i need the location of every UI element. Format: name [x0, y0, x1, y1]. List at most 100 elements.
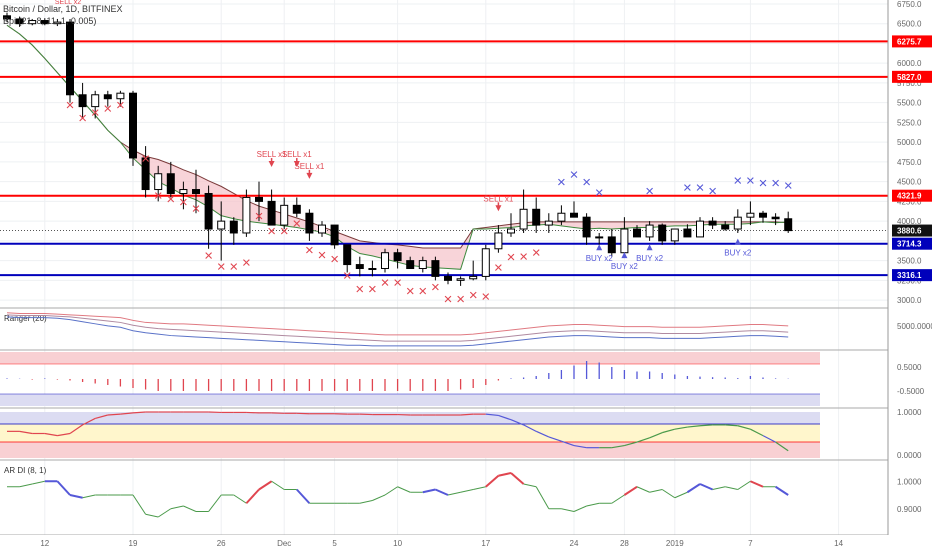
ardi-line-segment — [422, 488, 436, 494]
level-price-text: 4321.9 — [897, 192, 922, 201]
tdi-line-segment — [44, 432, 58, 437]
candle — [217, 201, 226, 261]
candle-body — [595, 236, 604, 239]
candle — [544, 213, 553, 233]
sell-cross-marker: × — [305, 242, 314, 259]
time-axis[interactable]: 12 19 26 Dec 5 10 17 24 28 2019 7 14 — [0, 535, 888, 550]
last-price-text: 3880.6 — [897, 227, 922, 236]
ardi-tick-label: 0.9000 — [897, 505, 922, 514]
tdi-line-segment — [687, 425, 701, 428]
candle — [28, 18, 37, 26]
sell-cross-marker: × — [418, 283, 427, 300]
candle-body — [494, 232, 503, 250]
candle-body — [242, 196, 251, 234]
buy-cross-marker: × — [708, 183, 717, 200]
candle — [141, 146, 150, 198]
sell-cross-marker: × — [192, 200, 201, 217]
indicator-title: Bpi (21, 8, 11, 1, 0.005) — [3, 16, 96, 26]
candle — [204, 185, 213, 249]
sell-cross-marker: × — [66, 97, 75, 114]
sell-cross-marker: × — [103, 101, 112, 118]
ardi-line-segment — [460, 489, 474, 493]
tdi-line-segment — [662, 428, 675, 434]
buy-signal-label: BUY x2 — [636, 254, 664, 263]
candle-body — [129, 92, 137, 159]
candle-body — [582, 216, 591, 238]
candle-body — [658, 224, 667, 242]
sell-cross-marker: × — [242, 255, 251, 272]
buy-arrow-icon — [596, 244, 603, 251]
sell-cross-marker: × — [229, 259, 238, 276]
sell-cross-marker: × — [355, 281, 364, 298]
ardi-line-segment — [725, 486, 738, 490]
tdi-line-segment — [573, 444, 587, 449]
candle — [103, 90, 112, 107]
sell-signal-label: SELL x1 — [282, 150, 312, 159]
level-price-tag — [892, 269, 932, 282]
ardi-line-segment — [296, 488, 311, 504]
candle-body — [3, 15, 11, 20]
sell-arrow-icon — [306, 172, 313, 179]
candle-body — [204, 192, 213, 230]
candle-body — [318, 224, 326, 234]
sell-cross-marker: × — [368, 281, 377, 298]
tdi-line-segment — [624, 441, 638, 447]
price-axis[interactable]: 6750.06500.06250.06000.05750.05500.05250… — [887, 0, 932, 550]
candle-body — [343, 244, 352, 266]
sell-cross-marker: × — [532, 244, 541, 261]
candle — [683, 224, 692, 238]
cloud-top-line — [6, 24, 789, 249]
candle — [406, 256, 415, 270]
tdi-bottom-band — [0, 442, 820, 458]
sell-signal-label: SELL x2 — [55, 0, 81, 6]
sell-signal-label: SELL x1 — [483, 194, 513, 203]
ardi-line-segment — [636, 486, 650, 493]
buy-cross-marker: × — [595, 184, 604, 201]
ranger-line — [6, 314, 789, 342]
ardi-line-segment — [498, 472, 512, 477]
price-tick-label: 4000.0 — [897, 217, 922, 226]
candle-body — [645, 224, 654, 238]
candle — [3, 12, 11, 23]
tdi-line-segment — [775, 441, 789, 452]
candle — [40, 18, 49, 26]
candle — [91, 90, 100, 119]
ardi-line-segment — [447, 491, 461, 496]
candle — [570, 201, 578, 218]
tdi-line-segment — [535, 430, 550, 438]
tdi-line-segment — [460, 413, 474, 416]
price-tick-label: 4250.0 — [897, 197, 922, 206]
ardi-line-segment — [271, 480, 285, 490]
price-pane[interactable]: ×× × × ××× × × ××× × ××× × ×× × ××× × × ×× × ×× × × ××× × ×× × ×… — [0, 0, 888, 308]
candle-body — [633, 228, 641, 238]
candle — [784, 211, 793, 233]
tdi-line-segment — [120, 412, 134, 415]
time-tick-label: 17 — [481, 539, 490, 548]
candle-body — [305, 212, 314, 234]
sell-cross-marker: × — [507, 249, 516, 266]
candle-body — [708, 220, 717, 226]
ardi-line-segment — [586, 502, 600, 507]
price-tick-label: 3000.0 — [897, 296, 922, 305]
time-tick-label: 28 — [620, 539, 629, 548]
candle — [129, 90, 137, 166]
buy-arrow-icon — [646, 244, 653, 251]
sell-cross-marker: × — [204, 248, 213, 265]
ardi-line-segment — [397, 486, 411, 493]
ardi-line-segment — [674, 491, 688, 499]
ardi-line-segment — [485, 474, 500, 488]
indicator-panes[interactable]: Ranger (20)MSI (10)TDI (13, 21)AR DI (8,… — [0, 307, 932, 536]
ardi-line-segment — [523, 483, 537, 488]
tdi-line-segment — [57, 432, 71, 437]
tdi-line-segment — [510, 419, 524, 426]
time-axis-bg — [0, 535, 888, 550]
candle — [670, 228, 679, 245]
candle — [582, 213, 591, 245]
ardi-line-segment — [434, 488, 449, 496]
candle — [456, 276, 465, 286]
candle-body — [444, 275, 452, 281]
sell-cross-marker: × — [494, 259, 503, 276]
buy-cross-marker: × — [746, 173, 755, 190]
last-price-tag — [892, 224, 932, 237]
